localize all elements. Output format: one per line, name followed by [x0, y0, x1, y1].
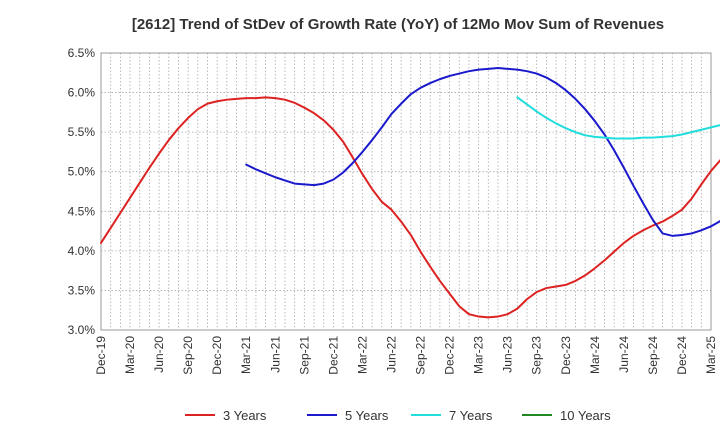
x-tick-label: Sep-22: [414, 336, 428, 375]
y-axis-ticks: 3.0% 3.5% 4.0% 4.5% 5.0% 5.5% 6.0% 6.5%: [68, 46, 96, 337]
x-tick-label: Sep-24: [646, 336, 660, 375]
grid: [101, 53, 711, 330]
x-tick-label: Jun-23: [501, 336, 515, 373]
x-tick-label: Dec-22: [443, 336, 457, 375]
legend-label-10-years: 10 Years: [560, 408, 611, 423]
y-tick-label: 4.0%: [68, 244, 96, 258]
legend-label-7-years: 7 Years: [449, 408, 493, 423]
series-line-3-years: [100, 96, 720, 319]
x-tick-label: Dec-20: [210, 336, 224, 375]
chart-title: [2612] Trend of StDev of Growth Rate (Yo…: [132, 16, 664, 33]
x-tick-label: Dec-23: [559, 336, 573, 375]
legend-label-5-years: 5 Years: [345, 408, 389, 423]
x-tick-label: Sep-20: [181, 336, 195, 375]
y-tick-label: 5.5%: [68, 125, 96, 139]
x-tick-label: Jun-24: [617, 336, 631, 373]
x-tick-label: Mar-23: [472, 336, 486, 374]
x-tick-label: Jun-22: [384, 336, 398, 373]
x-tick-label: Sep-23: [530, 336, 544, 375]
series-line-5-years: [245, 67, 720, 237]
y-tick-label: 3.0%: [68, 323, 96, 337]
legend-label-3-years: 3 Years: [223, 408, 267, 423]
series-line-7-years: [516, 96, 720, 140]
x-axis-ticks: Dec-19 Mar-20 Jun-20 Sep-20 Dec-20 Mar-21 Jun-…: [94, 336, 718, 375]
x-tick-label: Jun-21: [268, 336, 282, 373]
x-tick-label: Dec-24: [675, 336, 689, 375]
y-tick-label: 6.5%: [68, 46, 96, 60]
x-tick-label: Mar-25: [704, 336, 718, 374]
x-tick-label: Jun-20: [152, 336, 166, 373]
x-tick-label: Mar-24: [588, 336, 602, 374]
x-tick-label: Mar-22: [355, 336, 369, 374]
plot-area-frame: [100, 52, 712, 331]
x-tick-label: Sep-21: [297, 336, 311, 375]
series-lines: [100, 67, 720, 319]
y-tick-label: 4.5%: [68, 204, 96, 218]
y-tick-label: 6.0%: [68, 86, 96, 100]
x-tick-label: Mar-20: [123, 336, 137, 374]
x-tick-label: Dec-19: [94, 336, 108, 375]
y-tick-label: 3.5%: [68, 283, 96, 297]
x-tick-label: Dec-21: [326, 336, 340, 375]
legend: 3 Years 5 Years 7 Years 10 Years: [185, 408, 611, 423]
x-tick-label: Mar-21: [239, 336, 253, 374]
y-tick-label: 5.0%: [68, 165, 96, 179]
